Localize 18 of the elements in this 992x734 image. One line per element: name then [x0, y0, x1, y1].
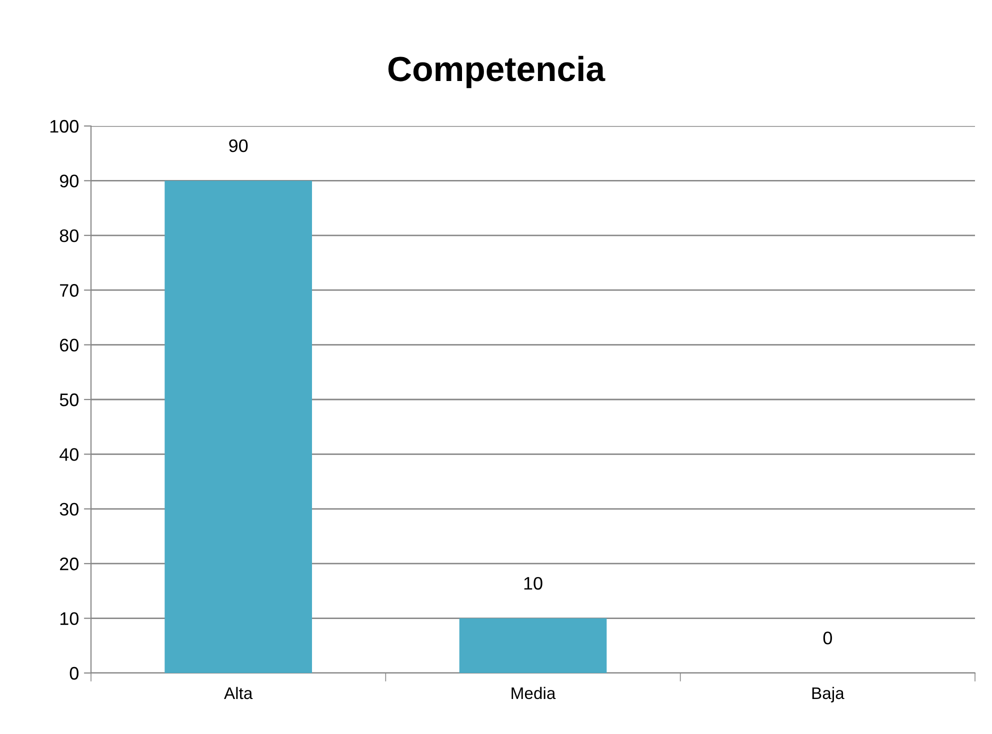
- data-label: 10: [524, 576, 542, 590]
- x-tick-label: Alta: [224, 686, 253, 700]
- y-tick-label: 100: [50, 120, 78, 133]
- y-tick-label: 30: [60, 502, 78, 516]
- y-tick-label: 50: [60, 393, 78, 406]
- data-label: 0: [823, 632, 832, 644]
- data-label: 90: [229, 139, 248, 152]
- y-tick-label: 0: [70, 666, 78, 680]
- chart-title: Competencia: [388, 56, 606, 88]
- y-tick-label: 80: [60, 229, 78, 242]
- x-tick-label: Media: [512, 686, 556, 700]
- y-tick-label: 40: [60, 448, 78, 461]
- y-tick-label: 60: [60, 338, 78, 352]
- y-tick-label: 20: [60, 558, 78, 570]
- y-tick-label: 70: [60, 284, 78, 297]
- y-tick-label: 90: [60, 174, 78, 188]
- y-tick-label: 10: [60, 612, 78, 626]
- x-tick-label: Baja: [812, 686, 844, 702]
